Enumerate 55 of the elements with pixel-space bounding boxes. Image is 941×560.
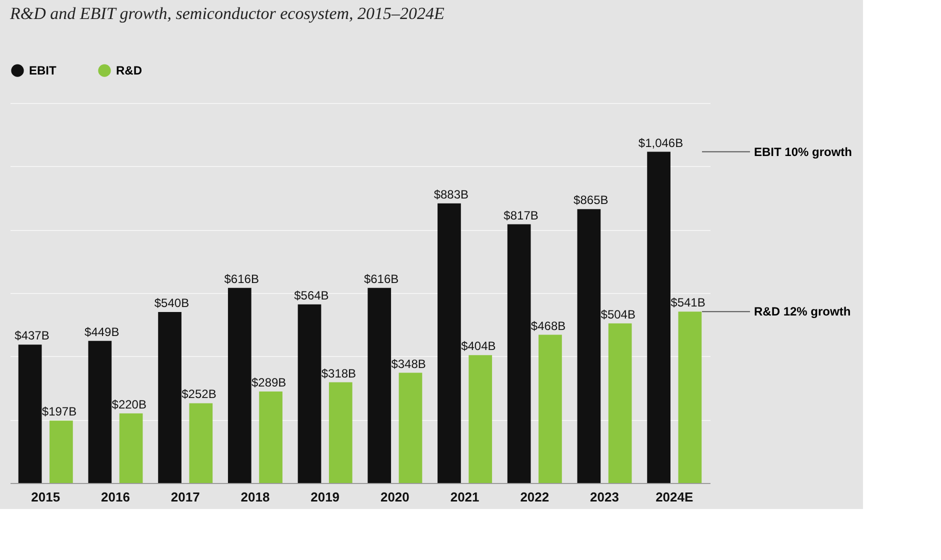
x-tick-label: 2023 [590, 490, 619, 504]
bar [328, 382, 352, 483]
bar [298, 304, 322, 483]
bar [538, 334, 562, 483]
chart-title: R&D and EBIT growth, semiconductor ecosystem, 2015–2024E [9, 4, 446, 23]
x-tick-label: 2022 [520, 490, 550, 504]
data-label: $1,046B [638, 136, 684, 150]
data-label: $504B [600, 307, 636, 322]
data-label: $865B [574, 193, 608, 208]
bar [158, 312, 182, 483]
bar [577, 209, 601, 483]
data-label: $449B [84, 324, 120, 339]
bar [438, 203, 461, 483]
data-label: $252B [182, 387, 216, 402]
bar [119, 413, 143, 483]
legend-label: R&D [116, 64, 142, 78]
bar [678, 312, 702, 483]
bar [468, 355, 492, 483]
bar [228, 288, 252, 483]
x-tick-label: 2021 [450, 490, 480, 504]
bar [507, 224, 531, 483]
bar [608, 323, 632, 483]
bar [259, 391, 282, 483]
data-label: $564B [294, 288, 329, 302]
x-tick-label: 2016 [101, 490, 130, 504]
data-label: $817B [504, 208, 538, 222]
legend-label: EBIT [29, 64, 58, 78]
data-label: $540B [154, 296, 190, 310]
data-label: $616B [364, 272, 399, 286]
data-label: $616B [224, 272, 259, 286]
data-label: $318B [321, 366, 356, 380]
data-label: $197B [42, 404, 77, 419]
data-label: $883B [434, 187, 469, 202]
data-label: $348B [391, 356, 426, 371]
bar [368, 288, 392, 483]
bar [189, 403, 213, 483]
data-label: $468B [530, 318, 566, 333]
data-label: $541B [670, 296, 706, 310]
x-tick-label: 2018 [240, 490, 270, 504]
x-tick-label: 2017 [170, 490, 200, 504]
x-tick-label: 2015 [31, 490, 60, 504]
bar [88, 340, 112, 483]
data-label: $404B [461, 339, 496, 354]
bar [647, 152, 670, 483]
data-label: $289B [251, 375, 286, 390]
bar [18, 344, 42, 483]
x-tick-label: 2020 [380, 490, 410, 504]
x-tick-label: 2024E [656, 490, 694, 504]
text: R&D 12% growth [754, 304, 851, 319]
x-tick-label: 2019 [310, 490, 340, 504]
text: EBIT 10% growth [754, 144, 852, 159]
bar [50, 420, 73, 483]
data-label: $220B [112, 397, 146, 412]
data-label: $437B [14, 328, 50, 343]
bar [398, 372, 422, 483]
